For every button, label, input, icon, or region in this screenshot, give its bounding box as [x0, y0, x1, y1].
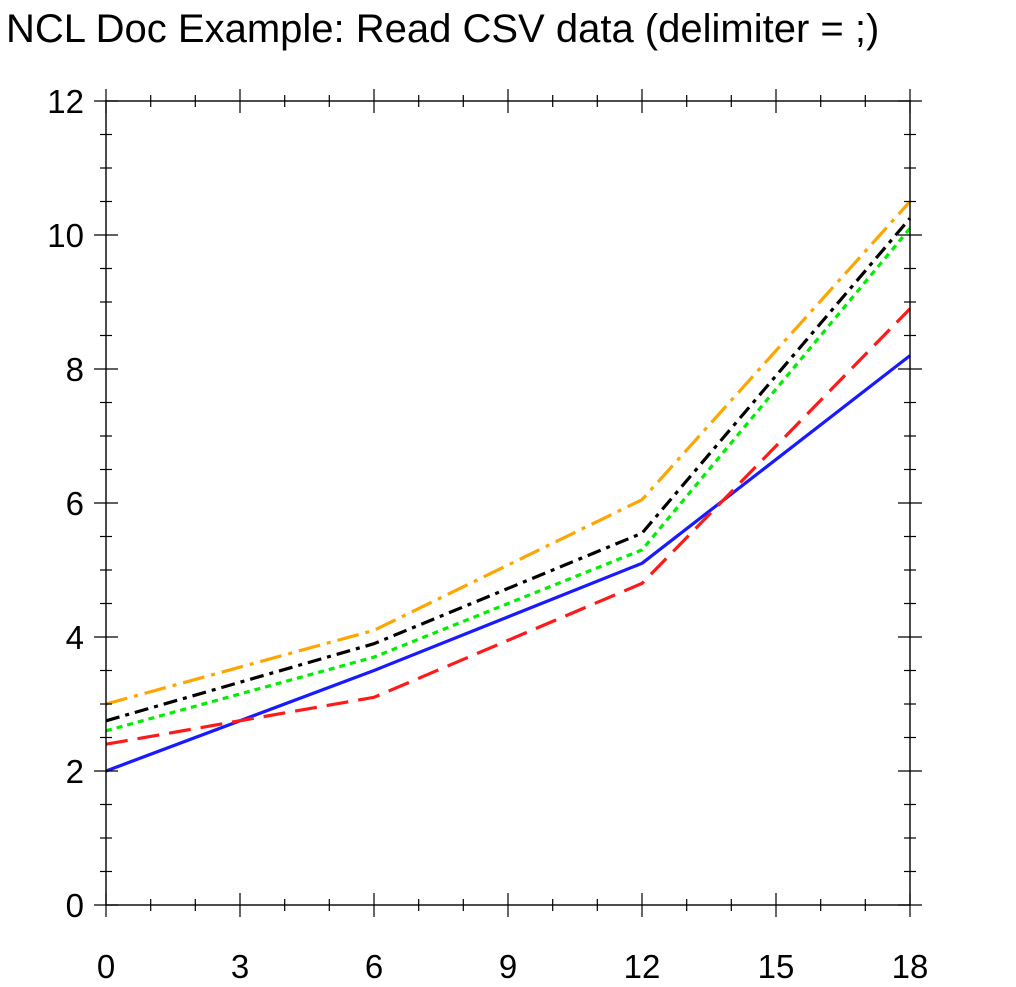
series-line-1 [105, 354, 911, 773]
tick-marks [94, 89, 922, 917]
x-tick-label: 18 [892, 948, 929, 985]
series-line-4 [105, 217, 912, 723]
x-tick-label: 12 [624, 948, 661, 985]
series-line-2 [105, 307, 912, 746]
y-tick-label: 8 [66, 351, 84, 388]
plot-area-frame [105, 100, 911, 906]
series-layer [105, 200, 912, 773]
tick-labels: 0 3 6 9 12 15 18 0 2 4 6 8 10 12 [47, 83, 928, 985]
y-tick-label: 6 [66, 485, 84, 522]
chart-title: NCL Doc Example: Read CSV data (delimite… [6, 7, 879, 51]
y-tick-label: 0 [66, 887, 84, 924]
x-tick-label: 0 [97, 948, 115, 985]
x-tick-label: 3 [231, 948, 249, 985]
y-tick-label: 2 [66, 753, 84, 790]
y-tick-label: 12 [47, 83, 84, 120]
y-tick-label: 10 [47, 217, 84, 254]
y-tick-label: 4 [66, 619, 84, 656]
x-tick-label: 15 [758, 948, 795, 985]
series-line-5 [105, 200, 912, 706]
x-tick-label: 9 [499, 948, 517, 985]
x-tick-label: 6 [365, 948, 383, 985]
series-line-3 [105, 227, 912, 733]
